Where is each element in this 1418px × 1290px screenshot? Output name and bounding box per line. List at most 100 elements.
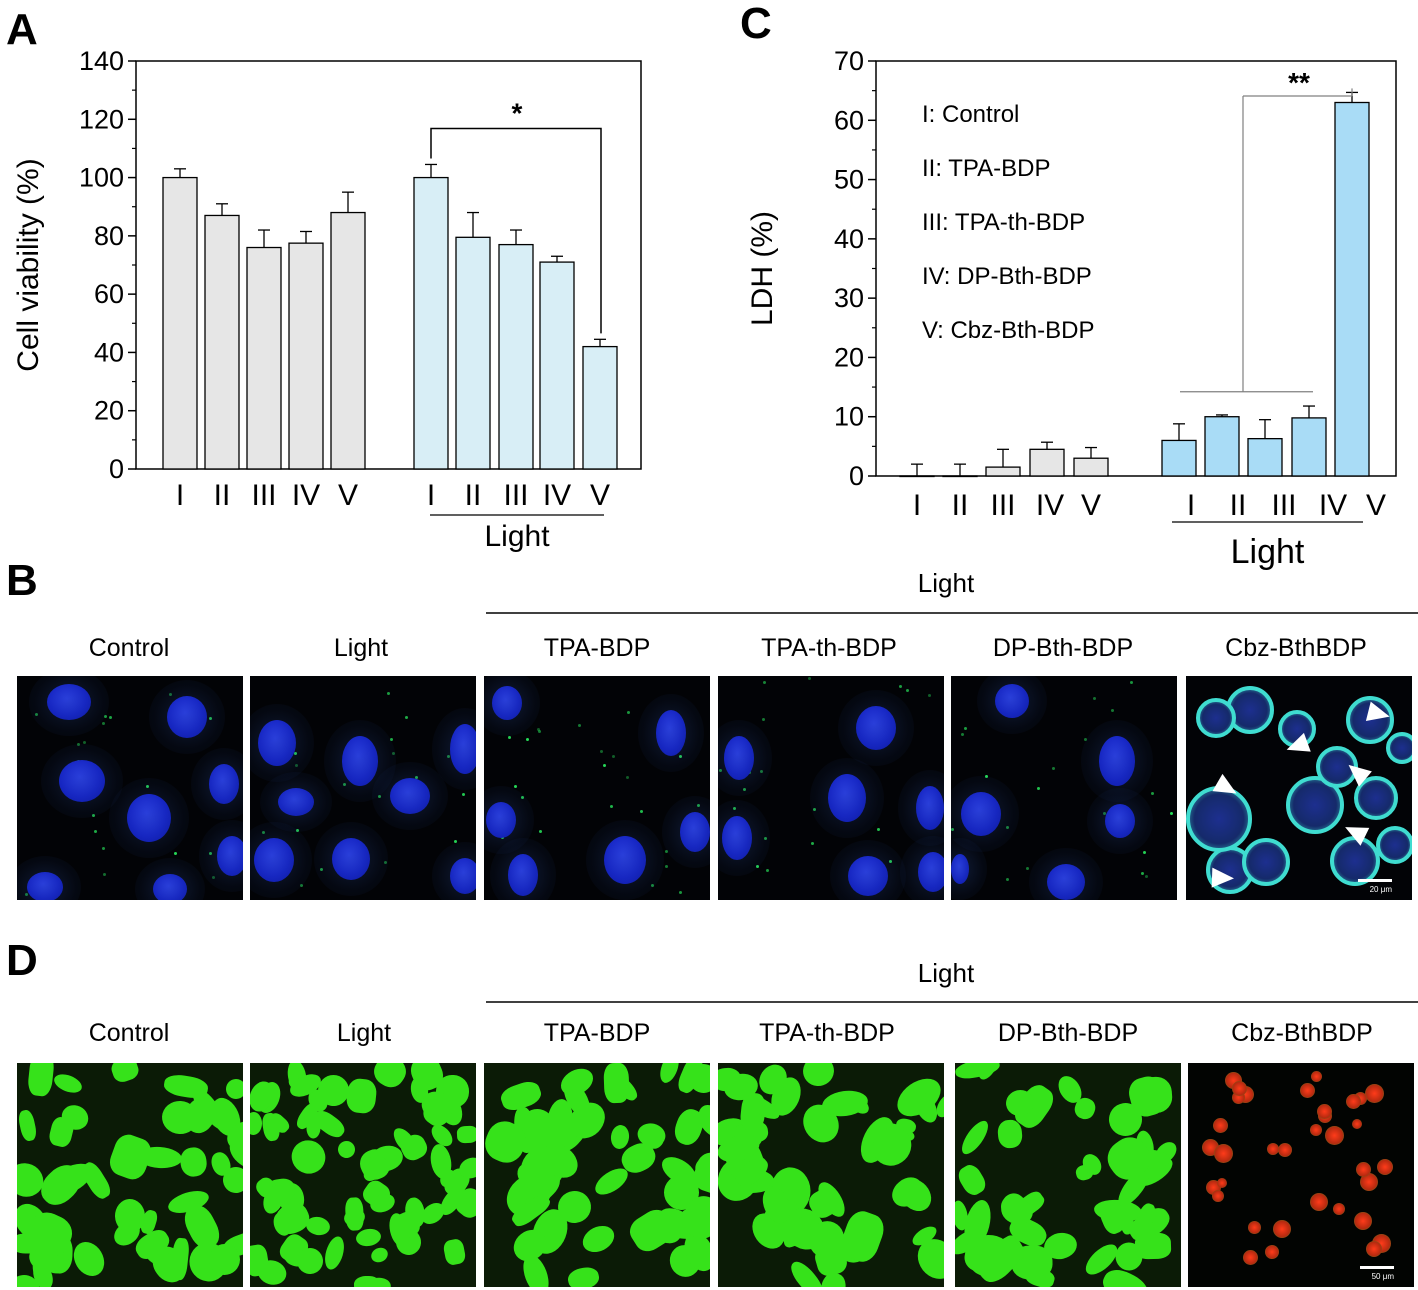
fluorescent-speckle <box>454 840 457 843</box>
fluorescent-speckle <box>378 795 381 798</box>
cell-nucleus <box>59 760 105 802</box>
x-tick-label: IV <box>1319 489 1347 522</box>
fluorescent-speckle <box>813 808 816 811</box>
live-cell <box>442 1237 467 1267</box>
fluorescent-speckle <box>961 733 964 736</box>
panel-d-label-dp-bth-bdp: DP-Bth-BDP <box>998 1019 1138 1047</box>
fluorescent-speckle <box>447 755 450 758</box>
fluorescent-speckle <box>578 724 581 727</box>
fluorescent-speckle <box>1170 812 1173 815</box>
dead-cell <box>1273 1220 1291 1238</box>
bar <box>1334 101 1370 477</box>
panel-b-label-tpa-bdp: TPA-BDP <box>544 634 651 662</box>
fluorescent-speckle <box>103 873 106 876</box>
fluorescent-speckle <box>521 796 524 799</box>
legend-entry: I: Control <box>922 101 1019 128</box>
dead-cell <box>1212 1190 1224 1202</box>
cell-body <box>1354 776 1398 820</box>
fluorescent-speckle <box>665 865 668 868</box>
x-tick-label: I <box>427 479 435 512</box>
panel-label-c: C <box>740 0 772 48</box>
fluorescent-speckle <box>626 776 629 779</box>
live-cell <box>108 1063 142 1085</box>
x-tick-label: IV <box>543 479 571 512</box>
dead-cell <box>1311 1071 1322 1082</box>
light-group-label: Light <box>484 520 550 553</box>
cell-nucleus <box>916 786 944 830</box>
micrograph-b-control <box>17 676 243 900</box>
panel-b-label-cbz-bthbdp: Cbz-BthBDP <box>1225 634 1367 662</box>
cell-nucleus <box>656 710 686 756</box>
x-tick-label: IV <box>292 479 320 512</box>
live-cell <box>955 1063 1002 1082</box>
micrograph-d-cbz-bthbdp: 50 μm <box>1188 1063 1414 1287</box>
cell-cytoplasm <box>662 796 710 868</box>
y-tick-label: 20 <box>834 342 864 372</box>
fluorescent-speckle <box>1143 851 1146 854</box>
cell-body <box>1196 698 1236 738</box>
fluorescent-speckle <box>300 884 303 887</box>
fluorescent-speckle <box>964 727 967 730</box>
cell-cytoplasm <box>149 680 225 754</box>
cell-body <box>1242 838 1290 886</box>
fluorescent-speckle <box>343 783 346 786</box>
fluorescent-speckle <box>743 788 746 791</box>
panel-b-label-light: Light <box>334 634 388 662</box>
cell-cytoplasm <box>1081 720 1153 802</box>
bar <box>582 345 618 470</box>
significance-label: * <box>512 97 523 128</box>
live-cell <box>250 1111 263 1136</box>
fluorescent-speckle <box>612 755 615 758</box>
fluorescent-speckle <box>1052 767 1055 770</box>
cell-cytoplasm <box>838 690 914 766</box>
dead-cell <box>1232 1081 1247 1096</box>
cell-nucleus <box>680 812 710 852</box>
cell-body <box>1376 826 1412 864</box>
cell-nucleus <box>918 852 944 892</box>
micrograph-d-control <box>17 1063 243 1287</box>
live-cell <box>799 1063 838 1091</box>
cell-nucleus <box>951 854 969 884</box>
fluorescent-speckle <box>1037 787 1040 790</box>
fluorescent-speckle <box>1130 681 1133 684</box>
cell-nucleus <box>278 788 314 816</box>
live-cell <box>304 1214 332 1238</box>
fluorescent-speckle <box>295 764 298 767</box>
cell-cytoplasm <box>484 676 540 736</box>
dead-cell <box>1248 1221 1261 1234</box>
cell-nucleus <box>1099 736 1135 786</box>
cell-nucleus <box>217 836 243 876</box>
x-tick-label: V <box>338 479 358 512</box>
fluorescent-speckle <box>537 728 540 731</box>
bar <box>1247 437 1283 477</box>
cell-nucleus <box>1047 864 1085 900</box>
x-tick-label: II <box>1230 489 1247 522</box>
cell-nucleus <box>828 774 866 822</box>
x-tick-label: II <box>952 489 969 522</box>
panel-b-label-control: Control <box>89 634 170 662</box>
cell-nucleus <box>47 684 91 720</box>
legend-entry: V: Cbz-Bth-BDP <box>922 317 1095 344</box>
cell-nucleus <box>153 874 187 900</box>
fluorescent-speckle <box>764 837 767 840</box>
fluorescent-speckle <box>92 814 95 817</box>
cell-body <box>1346 696 1394 744</box>
x-tick-label: II <box>214 479 231 512</box>
x-tick-label: I <box>913 489 921 522</box>
live-cell <box>354 1227 383 1248</box>
fluorescent-speckle <box>762 718 765 721</box>
fluorescent-speckle <box>94 830 97 833</box>
x-tick-label: III <box>251 479 276 512</box>
cell-nucleus <box>724 736 754 780</box>
y-tick-label: 10 <box>834 402 864 432</box>
bar <box>498 243 534 470</box>
fluorescent-speckle <box>640 810 643 813</box>
panel-b-label-tpa-th-bdp: TPA-th-BDP <box>761 634 897 662</box>
fluorescent-speckle <box>392 752 395 755</box>
dead-cell <box>1300 1083 1315 1098</box>
cell-nucleus <box>848 856 888 896</box>
x-tick-label: III <box>990 489 1015 522</box>
cell-cytoplasm <box>638 694 704 772</box>
